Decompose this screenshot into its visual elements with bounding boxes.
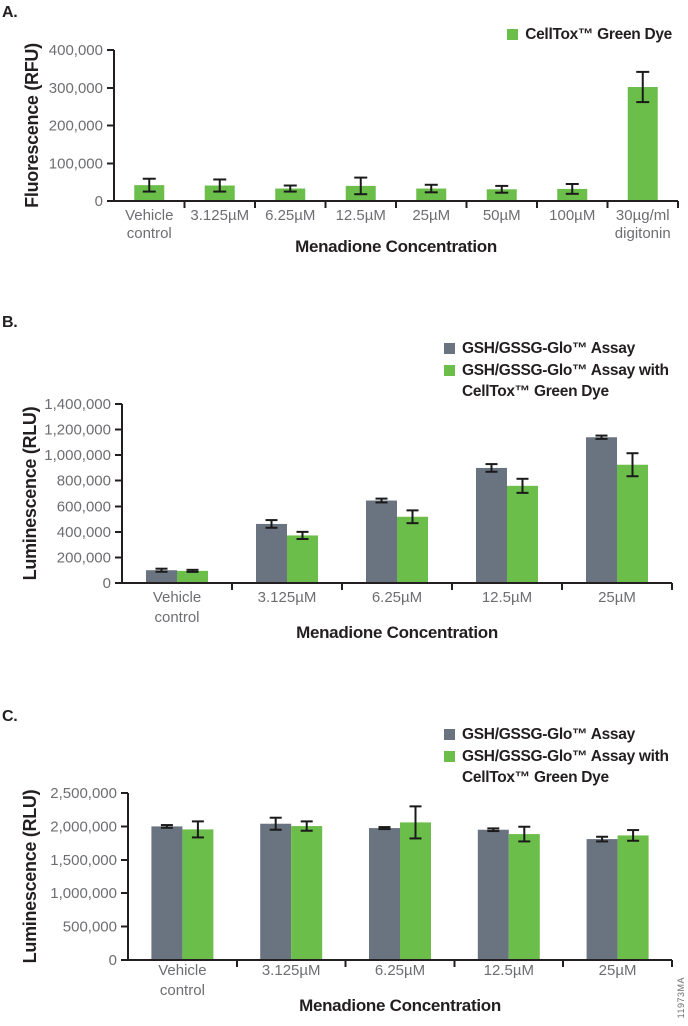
category-label: Vehicle control <box>125 207 173 242</box>
category-label: 30µg/ml digitonin <box>615 207 671 242</box>
chart-b-legend: GSH/GSSG-Glo™ Assay GSH/GSSG-Glo™ Assay w… <box>444 338 672 402</box>
bar <box>586 437 617 583</box>
x-axis-title: Menadione Concentration <box>299 996 501 1015</box>
category-label: 100µM <box>549 207 595 224</box>
chart-b-plot: 0 200,000 400,000 600,000 800,000 1,000,000 1,… <box>20 396 673 642</box>
bar <box>486 189 517 201</box>
bar <box>557 188 588 201</box>
y-axis-tick-label: 400,000 <box>57 524 111 541</box>
y-axis-tick-label: 2,500,000 <box>50 785 117 802</box>
category-label: Vehicle control <box>153 589 201 626</box>
bar <box>508 834 540 960</box>
panel-label-c: C. <box>2 708 18 725</box>
category-label: 6.25µM <box>265 207 315 224</box>
bar <box>275 188 306 201</box>
bar <box>627 86 658 201</box>
x-axis-title: Menadione Concentration <box>296 623 498 642</box>
bar <box>507 485 538 583</box>
bar <box>146 570 177 583</box>
bar <box>400 822 431 960</box>
legend-swatch-icon <box>444 365 455 376</box>
chart-c-plot: 0 500,000 1,000,000 1,500,000 2,000,000 2,500… <box>20 785 673 1015</box>
y-axis-tick-label: 0 <box>103 575 111 592</box>
chart-a-plot: 0 100,000 200,000 300,000 400,000 Vehicle cont… <box>22 42 679 256</box>
y-axis-title: Fluorescence (RFU) <box>22 43 42 208</box>
x-axis-title: Menadione Concentration <box>295 237 497 256</box>
y-axis-title: Luminescence (RLU) <box>20 789 40 963</box>
bar <box>177 570 208 583</box>
legend-swatch-icon <box>444 751 455 762</box>
bar <box>369 828 400 960</box>
category-label: 12.5µM <box>482 589 532 606</box>
bar <box>476 467 507 583</box>
bar <box>366 500 397 583</box>
panel-label-a: A. <box>2 4 18 21</box>
bar <box>204 185 235 201</box>
y-axis-tick-label: 1,200,000 <box>44 422 111 439</box>
y-axis-tick-label: 0 <box>109 952 117 969</box>
y-axis-tick-label: 200,000 <box>57 549 111 566</box>
y-axis-tick-label: 400,000 <box>49 42 103 59</box>
y-axis-title: Luminescence (RLU) <box>20 406 40 580</box>
bar <box>397 516 428 583</box>
bar <box>256 523 287 583</box>
bar <box>151 826 183 960</box>
bar <box>586 839 618 960</box>
y-axis-tick-label: 1,400,000 <box>44 396 111 413</box>
category-label: 3.125µM <box>262 962 321 979</box>
chart-b-section: B. GSH/GSSG-Glo™ Assay GSH/GSSG-Glo™ Assa… <box>0 300 688 682</box>
legend-item: GSH/GSSG-Glo™ Assay with CellTox™ Green … <box>444 746 672 788</box>
legend-swatch-icon <box>444 343 455 354</box>
category-label: 6.25µM <box>372 589 422 606</box>
category-label: 12.5µM <box>336 207 386 224</box>
y-axis-tick-label: 1,000,000 <box>50 885 117 902</box>
bar <box>477 829 509 960</box>
category-label: 3.125µM <box>258 589 317 606</box>
category-label: Vehicle control <box>158 962 206 999</box>
y-axis-tick-label: 500,000 <box>63 919 117 936</box>
figure-number-watermark: 11973MA <box>676 976 686 1018</box>
legend-label: CellTox™ Green Dye <box>525 26 672 43</box>
chart-a-section: A. CellTox™ Green Dye 0 100,000 200,000 300… <box>0 0 688 300</box>
chart-a-legend: CellTox™ Green Dye <box>507 24 672 45</box>
y-axis-tick-label: 100,000 <box>49 155 103 172</box>
legend-label: GSH/GSSG-Glo™ Assay with CellTox™ Green … <box>462 362 669 400</box>
legend-label: GSH/GSSG-Glo™ Assay <box>462 340 635 357</box>
y-axis-tick-label: 2,000,000 <box>50 818 117 835</box>
y-axis-tick-label: 800,000 <box>57 473 111 490</box>
bar <box>260 823 292 960</box>
legend-item: CellTox™ Green Dye <box>507 24 672 45</box>
bar <box>287 535 318 583</box>
category-label: 12.5µM <box>484 962 534 979</box>
bar <box>416 188 447 201</box>
y-axis-tick-label: 0 <box>95 193 103 210</box>
legend-label: GSH/GSSG-Glo™ Assay with CellTox™ Green … <box>462 748 669 786</box>
y-axis-tick-label: 1,000,000 <box>44 447 111 464</box>
bar <box>182 829 214 960</box>
y-axis-tick-label: 600,000 <box>57 498 111 515</box>
bar <box>617 835 649 960</box>
category-label: 25µM <box>599 962 637 979</box>
y-axis-tick-label: 300,000 <box>49 80 103 97</box>
bar <box>617 464 648 583</box>
category-label: 25µM <box>412 207 450 224</box>
chart-c-section: C. GSH/GSSG-Glo™ Assay GSH/GSSG-Glo™ Assa… <box>0 682 688 1026</box>
category-label: 6.25µM <box>375 962 425 979</box>
category-label: 25µM <box>598 589 636 606</box>
bar <box>134 185 165 201</box>
bar <box>291 826 323 960</box>
legend-item: GSH/GSSG-Glo™ Assay <box>444 724 635 745</box>
category-label: 50µM <box>483 207 521 224</box>
panel-label-b: B. <box>2 314 18 331</box>
chart-c-legend: GSH/GSSG-Glo™ Assay GSH/GSSG-Glo™ Assay w… <box>444 724 672 788</box>
legend-item: GSH/GSSG-Glo™ Assay with CellTox™ Green … <box>444 360 672 402</box>
legend-swatch-icon <box>507 29 519 40</box>
legend-item: GSH/GSSG-Glo™ Assay <box>444 338 635 359</box>
y-axis-tick-label: 1,500,000 <box>50 852 117 869</box>
legend-swatch-icon <box>444 729 455 740</box>
category-label: 3.125µM <box>190 207 249 224</box>
y-axis-tick-label: 200,000 <box>49 118 103 135</box>
legend-label: GSH/GSSG-Glo™ Assay <box>462 726 635 743</box>
